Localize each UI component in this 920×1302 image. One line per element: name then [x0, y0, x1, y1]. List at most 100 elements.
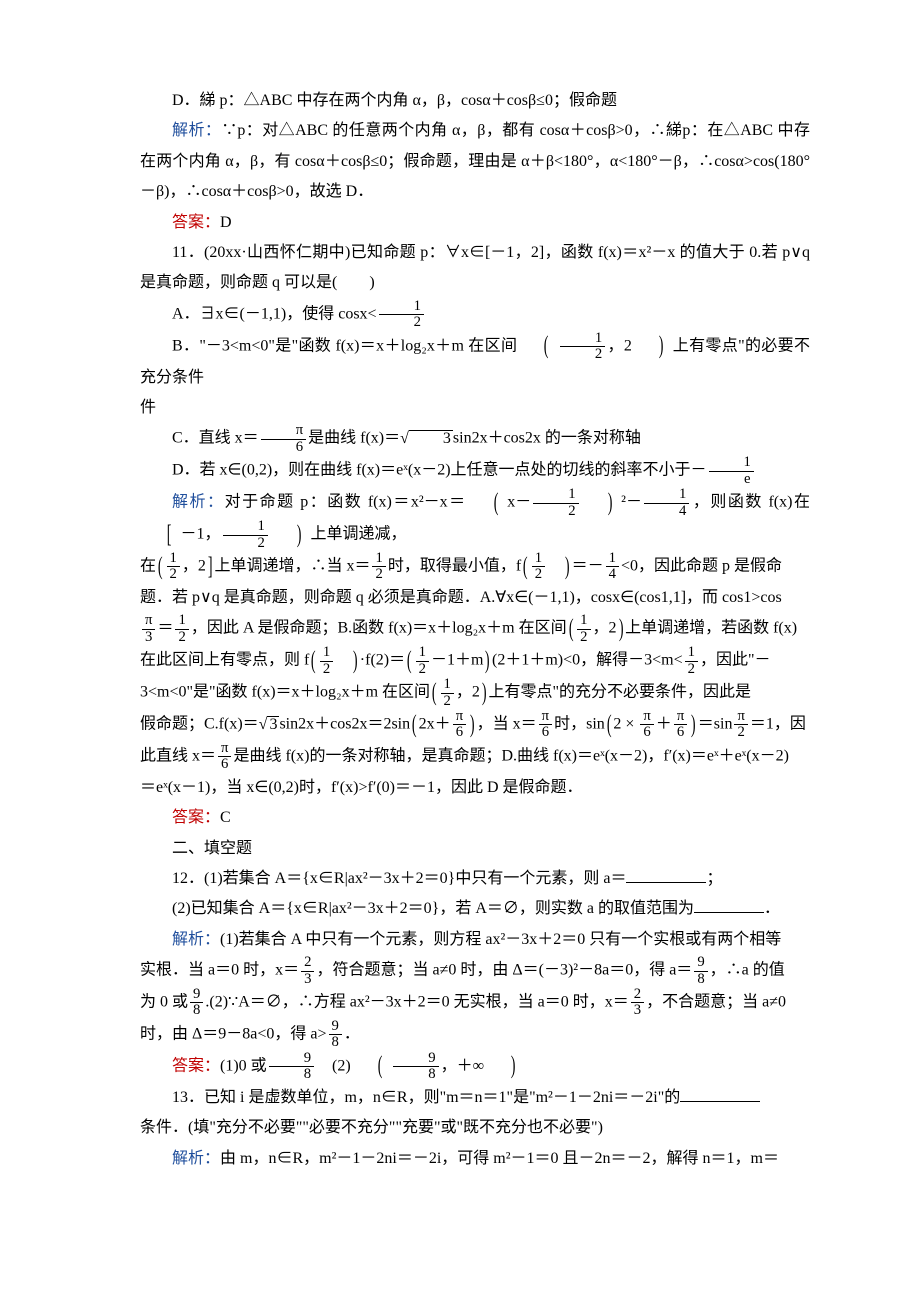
answer-label: 答案：	[172, 809, 220, 826]
text: ，因此"－	[700, 652, 771, 669]
answer-text: D	[220, 214, 232, 231]
text: 上有零点"的充分不必要条件，因此是	[488, 684, 751, 701]
text: ，因此 A 是假命题；B.函数 f(x)＝x＋log₂x＋m 在区间	[191, 620, 567, 637]
text: ，符合题意；当 a≠0 时，由 Δ＝(－3)²－8a＝0，得 a＝	[316, 962, 692, 979]
text: 时，由 Δ＝9－8a<0，得 a>	[140, 1026, 327, 1043]
text: ＝1，因	[750, 716, 806, 733]
fill-blank	[626, 882, 706, 883]
q11-option-a: A．∃x∈(－1,1)，使得 cosx<12	[140, 299, 810, 331]
q12-analysis-line2: 实根．当 a＝0 时，x＝23，符合题意；当 a≠0 时，由 Δ＝(－3)²－8…	[140, 955, 810, 987]
fraction: 12	[685, 645, 698, 677]
text: 在此区间上有零点，则 f	[140, 652, 309, 669]
fraction: 98	[269, 1051, 314, 1083]
fill-blank	[694, 912, 764, 913]
fraction: π6	[674, 709, 687, 741]
text: ＝sin	[698, 716, 733, 733]
text: ·f(2)＝	[360, 652, 405, 669]
fraction: 98	[694, 955, 707, 987]
fraction: 98	[393, 1051, 438, 1083]
fraction: 12	[175, 613, 188, 645]
analysis-label: 解析：	[172, 494, 225, 511]
fraction: π6	[453, 709, 466, 741]
q11-analysis-line2: 在(12，2]上单调递增，∴当 x＝12时，取得最小值，f(12 )＝－14<0…	[140, 551, 810, 583]
fraction: 12	[379, 299, 424, 331]
fraction: π3	[142, 613, 155, 645]
text: 是曲线 f(x)的一条对称轴，是真命题；D.曲线 f(x)＝eˣ(x－2)，f′…	[233, 748, 789, 765]
text: ．	[344, 1026, 360, 1043]
text: 实根．当 a＝0 时，x＝	[140, 962, 299, 979]
fraction: 98	[190, 987, 203, 1019]
text: 12．(1)若集合 A＝{x∈R|ax²－3x＋2＝0}中只有一个元素，则 a＝	[172, 870, 626, 887]
q11-analysis-line8: 此直线 x＝π6是曲线 f(x)的一条对称轴，是真命题；D.曲线 f(x)＝eˣ…	[140, 741, 810, 773]
text: (2)	[316, 1057, 351, 1074]
text: 为 0 或	[140, 994, 188, 1011]
q11-option-c: C．直线 x＝π6是曲线 f(x)＝√3sin2x＋cos2x 的一条对称轴	[140, 423, 810, 455]
text: (1)若集合 A 中只有一个元素，则方程 ax²－3x＋2＝0 只有一个实根或有…	[220, 931, 781, 948]
fraction: 12	[320, 645, 333, 677]
option-d-text: D．若 x∈(0,2)，则在曲线 f(x)＝eˣ(x－2)上任意一点处的切线的斜…	[172, 462, 707, 479]
q10-option-d: D．綈 p：△ABC 中存在两个内角 α，β，cosα＋cosβ≤0；假命题	[140, 86, 810, 116]
q11-answer: 答案：C	[140, 803, 810, 833]
fraction: π2	[734, 709, 747, 741]
section-2-heading: 二、填空题	[140, 834, 810, 864]
option-c-text-3: sin2x＋cos2x 的一条对称轴	[453, 430, 641, 447]
q13-analysis: 解析：由 m，n∈R，m²－1－2ni＝－2i，可得 m²－1＝0 且－2n＝－…	[140, 1144, 810, 1174]
analysis-label: 解析：	[172, 931, 220, 948]
fraction: 12	[416, 645, 429, 677]
text: 时，取得最小值，f	[388, 558, 521, 575]
q10-analysis: 解析：∵p：对△ABC 的任意两个内角 α，β，都有 cosα＋cosβ>0，∴…	[140, 116, 810, 207]
fraction: 12	[372, 551, 385, 583]
fraction: 1e	[709, 455, 754, 487]
q12-analysis-line3: 为 0 或98.(2)∵A＝∅，∴方程 ax²－3x＋2＝0 无实根，当 a＝0…	[140, 987, 810, 1019]
fraction: 12	[560, 331, 605, 363]
answer-text: C	[220, 809, 231, 826]
text: 在	[140, 558, 156, 575]
text: ＝－	[572, 558, 604, 575]
q11-analysis-line1: 解析：对于命题 p：函数 f(x)＝x²－x＝(x－12)²－14，则函数 f(…	[140, 487, 810, 551]
q12-analysis-line1: 解析：(1)若集合 A 中只有一个元素，则方程 ax²－3x＋2＝0 只有一个实…	[140, 925, 810, 955]
sqrt-3: √3	[259, 716, 280, 733]
fraction: π6	[640, 709, 653, 741]
text: 由 m，n∈R，m²－1－2ni＝－2i，可得 m²－1＝0 且－2n＝－2，解…	[220, 1150, 779, 1167]
fraction: π6	[539, 709, 552, 741]
fraction: 12	[533, 487, 578, 519]
q11-analysis-line9: ＝eˣ(x－1)，当 x∈(0,2)时，f′(x)>f′(0)＝－1，因此 D …	[140, 773, 810, 803]
text: ，不合题意；当 a≠0	[646, 994, 786, 1011]
option-b-text-1: B．"－3<m<0"是"函数 f(x)＝x＋log₂x＋m 在区间	[172, 337, 517, 354]
text: 时，sin	[554, 716, 605, 733]
analysis-text: ∵p：对△ABC 的任意两个内角 α，β，都有 cosα＋cosβ>0，∴綈p：…	[140, 122, 810, 200]
q10-answer: 答案：D	[140, 208, 810, 238]
fraction: 12	[167, 551, 180, 583]
option-c-text-2: 是曲线 f(x)＝	[308, 430, 400, 447]
fraction: 23	[301, 955, 314, 987]
text: ，当 x＝	[477, 716, 537, 733]
q12-answer: 答案：(1)0 或98 (2)(98，＋∞)	[140, 1051, 810, 1083]
text: 此直线 x＝	[140, 748, 216, 765]
q11-option-d: D．若 x∈(0,2)，则在曲线 f(x)＝eˣ(x－2)上任意一点处的切线的斜…	[140, 455, 810, 487]
q13-stem-b: 条件．(填"充分不必要""必要不充分""充要"或"既不充分也不必要")	[140, 1113, 810, 1143]
fraction: 14	[644, 487, 689, 519]
q12-part1: 12．(1)若集合 A＝{x∈R|ax²－3x＋2＝0}中只有一个元素，则 a＝…	[140, 864, 810, 894]
answer-label: 答案：	[172, 214, 220, 231]
option-c-text-1: C．直线 x＝	[172, 430, 259, 447]
analysis-label: 解析：	[172, 1150, 220, 1167]
q12-part2: (2)已知集合 A＝{x∈R|ax²－3x＋2＝0}，若 A＝∅，则实数 a 的…	[140, 894, 810, 924]
text: 上单调递减，	[310, 526, 406, 543]
analysis-label: 解析：	[172, 122, 221, 139]
text: (1)0 或	[220, 1057, 267, 1074]
fraction: π6	[261, 423, 306, 455]
q11-analysis-line7: 假命题；C.f(x)＝√3sin2x＋cos2x＝2sin(2x＋π6)，当 x…	[140, 709, 810, 741]
q11-analysis-line6: 3<m<0"是"函数 f(x)＝x＋log₂x＋m 在区间(12，2)上有零点"…	[140, 677, 810, 709]
sqrt-3: √3	[400, 430, 453, 447]
fraction: 12	[223, 519, 268, 551]
text: 上单调递增，∴当 x＝	[214, 558, 370, 575]
fraction: 98	[329, 1019, 342, 1051]
q12-analysis-line4: 时，由 Δ＝9－8a<0，得 a>98．	[140, 1019, 810, 1051]
q11-stem: 11．(20xx·山西怀仁期中)已知命题 p：∀x∈[－1，2]，函数 f(x)…	[140, 238, 810, 299]
text: ＝	[157, 620, 173, 637]
text: <0，因此命题 p 是假命	[621, 558, 782, 575]
option-a-text: A．∃x∈(－1,1)，使得 cosx<	[172, 305, 377, 322]
fraction: 23	[631, 987, 644, 1019]
q11-option-b-cont: 件	[140, 393, 810, 423]
text: 上单调递增，若函数 f(x)	[625, 620, 797, 637]
